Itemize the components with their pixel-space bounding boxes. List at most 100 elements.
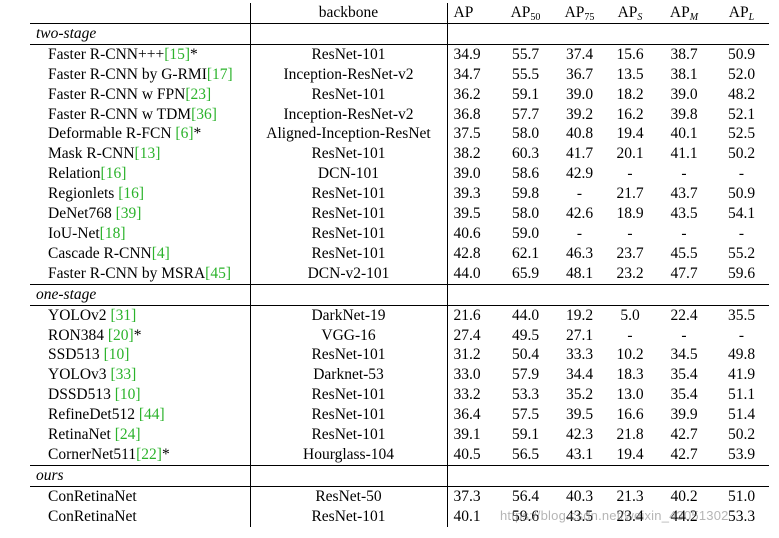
method-suffix: *: [193, 125, 202, 143]
cell-ap75: 36.7: [565, 65, 594, 83]
cell-apl: 49.8: [727, 346, 756, 364]
table-row: CornerNet511[22]* Hourglass-104 40.5 56.5 43…: [30, 444, 769, 466]
header-apl: APL: [714, 3, 769, 24]
method-reference: [15]: [164, 45, 191, 63]
cell-apl: 52.0: [727, 65, 756, 83]
header-ap75: AP75: [553, 3, 606, 24]
cell-ap50: 59.0: [511, 224, 540, 242]
cell-method: YOLOv2 [31]: [30, 305, 250, 325]
table-row: Faster R-CNN by G-RMI[17] Inception-ResNe…: [30, 64, 769, 85]
group-label: one-stage: [30, 283, 250, 306]
cell-backbone: DarkNet-19: [249, 305, 448, 326]
method-reference: [23]: [185, 85, 212, 103]
cell-backbone: ResNet-101: [249, 385, 448, 406]
group-empty-cell: [498, 464, 553, 487]
cell-method: Faster R-CNN w FPN[23]: [30, 85, 250, 105]
cell-apl: 50.2: [727, 145, 756, 163]
cell-aps: 18.2: [616, 85, 644, 103]
cell-apm: 40.2: [670, 487, 698, 505]
method-reference: [18]: [99, 224, 126, 242]
cell-aps: 21.8: [616, 426, 644, 444]
cell-apm: -: [681, 165, 687, 183]
table-row: Cascade R-CNN[4] ResNet-101 42.8 62.1 46.3 23…: [30, 243, 769, 264]
cell-ap: 21.6: [453, 306, 481, 324]
cell-apl: -: [738, 224, 745, 242]
table-row: YOLOv3 [33] Darknet-53 33.0 57.9 34.4 18.3 35.…: [30, 365, 769, 386]
header-apm: APM: [654, 3, 714, 24]
cell-backbone: ResNet-101: [249, 144, 448, 165]
cell-ap: 34.9: [453, 45, 481, 63]
method-name: Faster R-CNN w FPN: [48, 85, 186, 103]
cell-aps: 18.9: [616, 205, 644, 223]
cell-apl: 35.5: [727, 306, 756, 324]
method-suffix: *: [190, 45, 198, 63]
cell-apm: 35.4: [670, 366, 698, 384]
cell-ap75: 48.1: [565, 264, 594, 282]
cell-ap75: -: [576, 224, 583, 242]
cell-apm: 42.7: [670, 426, 698, 444]
cell-aps: 23.2: [616, 264, 644, 282]
cell-ap75: -: [576, 185, 583, 203]
cell-apl: -: [738, 326, 745, 344]
cell-backbone: ResNet-101: [249, 506, 448, 527]
method-name: YOLOv3: [48, 366, 111, 384]
cell-aps: 18.3: [616, 366, 644, 384]
cell-backbone: ResNet-101: [249, 243, 448, 264]
cell-aps: -: [627, 326, 633, 344]
group-empty-cell: [714, 283, 769, 306]
group-label: two-stage: [30, 22, 250, 45]
cell-ap50: 62.1: [511, 244, 540, 262]
cell-apm: 22.4: [670, 306, 698, 324]
cell-ap50: 55.5: [511, 65, 540, 83]
header-ap: AP: [447, 3, 498, 24]
cell-aps: 10.2: [616, 346, 644, 364]
cell-apm: 35.4: [670, 386, 698, 404]
method-name: YOLOv2: [48, 306, 111, 324]
group-backbone-cell: [249, 283, 448, 306]
cell-method: RetinaNet [24]: [30, 425, 250, 445]
cell-ap50: 57.7: [511, 105, 540, 123]
cell-ap75: 43.5: [565, 507, 594, 525]
method-reference: [36]: [191, 105, 217, 123]
group-empty-cell: [606, 22, 654, 45]
table-row: Faster R-CNN by MSRA[45] DCN-v2-101 44.0 65…: [30, 263, 769, 285]
method-suffix: *: [161, 445, 170, 463]
cell-apl: -: [738, 165, 745, 183]
cell-apm: -: [681, 326, 687, 344]
cell-apm: 44.2: [670, 507, 698, 525]
cell-ap: 40.5: [453, 445, 481, 463]
cell-ap75: 42.9: [565, 165, 594, 183]
cell-apm: 45.5: [670, 244, 698, 262]
group-backbone-cell: [249, 22, 448, 45]
cell-ap50: 59.1: [511, 85, 540, 103]
cell-ap: 36.2: [453, 85, 481, 103]
cell-ap: 40.6: [453, 224, 481, 242]
method-name: DSSD513: [48, 386, 115, 404]
cell-ap75: 43.1: [565, 445, 594, 463]
cell-ap75: 41.7: [565, 145, 594, 163]
cell-backbone: ResNet-101: [249, 345, 448, 366]
cell-ap50: 59.6: [511, 507, 540, 525]
cell-ap75: 35.2: [565, 386, 594, 404]
cell-ap: 36.8: [453, 105, 481, 123]
cell-apm: 43.5: [670, 205, 698, 223]
cell-ap: 37.3: [453, 487, 481, 505]
group-empty-cell: [553, 464, 606, 487]
method-reference: [22]: [136, 445, 162, 463]
cell-backbone: ResNet-101: [249, 84, 448, 105]
method-reference: [44]: [138, 406, 165, 424]
cell-ap50: 56.4: [511, 487, 540, 505]
cell-apl: 50.9: [727, 185, 756, 203]
method-reference: [10]: [103, 346, 130, 364]
table-row: RON384 [20]* VGG-16 27.4 49.5 27.1- - -: [30, 325, 769, 346]
group-empty-cell: [654, 464, 714, 487]
cell-backbone: Aligned-Inception-ResNet: [249, 124, 448, 145]
group-header-row: one-stage: [30, 283, 769, 306]
cell-ap75: 33.3: [565, 346, 594, 364]
cell-apl: 48.2: [727, 85, 756, 103]
method-reference: [13]: [134, 145, 161, 163]
method-name: SSD513: [48, 346, 104, 364]
watermark: https://blog.csdn.net/weixin_43051302: [500, 508, 729, 523]
method-reference: [39]: [115, 205, 142, 223]
cell-method: Relation[16]: [30, 164, 250, 184]
